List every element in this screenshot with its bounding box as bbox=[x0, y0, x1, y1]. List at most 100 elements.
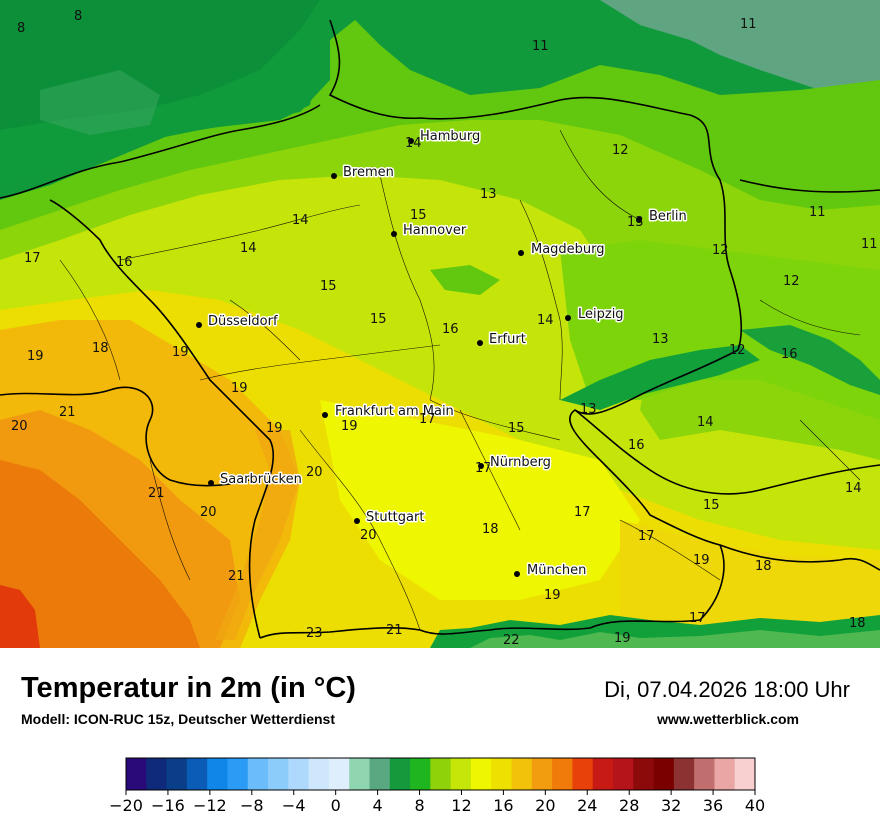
city-saarbruecken: Saarbrücken bbox=[208, 471, 303, 489]
temp-label: 20 bbox=[306, 465, 323, 480]
legend-swatch bbox=[694, 758, 715, 790]
temp-label: 14 bbox=[697, 415, 714, 430]
temp-label: 8 bbox=[74, 9, 82, 24]
temp-label: 15 bbox=[703, 498, 720, 513]
temp-label: 21 bbox=[386, 623, 403, 638]
legend-swatch bbox=[511, 758, 533, 790]
legend-tick-label: 0 bbox=[331, 796, 341, 815]
legend-tick-label: 36 bbox=[703, 796, 723, 815]
legend-swatch bbox=[207, 758, 228, 790]
temp-label: 13 bbox=[652, 332, 669, 347]
harz bbox=[430, 265, 500, 295]
city-dot bbox=[208, 480, 214, 486]
temp-label: 17 bbox=[419, 412, 436, 427]
legend-swatch bbox=[247, 758, 269, 790]
legend-tick-label: 28 bbox=[619, 796, 639, 815]
temp-label: 19 bbox=[266, 421, 283, 436]
legend-tick-label: −8 bbox=[240, 796, 264, 815]
temp-label: 19 bbox=[614, 631, 631, 646]
temp-label: 12 bbox=[712, 243, 729, 258]
color-legend: −20 −16 −12 −8 −4 0 4 8 12 16 20 24 28 32 36 40 bbox=[109, 757, 765, 815]
city-dot bbox=[636, 217, 642, 223]
city-erfurt: Erfurt bbox=[477, 331, 527, 349]
temp-label: 16 bbox=[442, 322, 459, 337]
legend-tick-label: 24 bbox=[577, 796, 597, 815]
temp-label: 19 bbox=[341, 419, 358, 434]
city-hannover: Hannover bbox=[391, 222, 468, 240]
website-link[interactable]: www.wetterblick.com bbox=[657, 711, 799, 727]
city-dot bbox=[478, 463, 484, 469]
north-sea-cool bbox=[40, 70, 160, 135]
temp-label: 20 bbox=[360, 528, 377, 543]
city-duesseldorf: Düsseldorf bbox=[196, 313, 279, 331]
legend-swatch bbox=[288, 758, 310, 790]
city-hamburg: 14 Hamburg bbox=[405, 128, 482, 152]
temp-label: 17 bbox=[574, 505, 591, 520]
city-label: Nürnberg bbox=[490, 455, 551, 470]
city-label: Leipzig bbox=[578, 307, 624, 322]
temp-label: 15 bbox=[320, 279, 337, 294]
temp-label: 17 bbox=[689, 611, 706, 626]
temp-label: 12 bbox=[783, 274, 800, 289]
temp-label: 18 bbox=[482, 522, 499, 537]
city-dot bbox=[565, 315, 571, 321]
city-dot bbox=[322, 412, 328, 418]
temp-label: 20 bbox=[200, 505, 217, 520]
city-dot bbox=[477, 340, 483, 346]
legend-swatch bbox=[166, 758, 188, 790]
legend-swatch bbox=[308, 758, 330, 790]
temp-label: 14 bbox=[845, 481, 862, 496]
temp-label: 18 bbox=[755, 559, 772, 574]
temp-label: 8 bbox=[17, 21, 25, 36]
legend-tick-label: 8 bbox=[414, 796, 424, 815]
city-muenchen: München bbox=[514, 562, 588, 580]
temp-label: 19 bbox=[231, 381, 248, 396]
temp-label: 14 bbox=[240, 241, 257, 256]
city-label: Saarbrücken bbox=[220, 472, 302, 487]
temp-label: 11 bbox=[532, 39, 549, 54]
legend-swatch bbox=[552, 758, 573, 790]
temp-label: 16 bbox=[781, 347, 798, 362]
legend-swatch bbox=[126, 758, 147, 790]
rhine-valley bbox=[215, 430, 300, 640]
legend-swatch bbox=[450, 758, 472, 790]
legend-tick-label: 16 bbox=[493, 796, 513, 815]
city-stuttgart: Stuttgart bbox=[354, 509, 426, 527]
temp-label: 17 bbox=[475, 461, 492, 476]
city-dot bbox=[514, 571, 520, 577]
legend-swatch bbox=[633, 758, 655, 790]
temp-label: 15 bbox=[508, 421, 525, 436]
alps-peaks bbox=[470, 630, 880, 648]
temp-label: 14 bbox=[405, 136, 422, 151]
city-label: Bremen bbox=[343, 165, 394, 180]
legend-tick-label: −4 bbox=[282, 796, 306, 815]
temp-label: 19 bbox=[172, 345, 189, 360]
land-extreme bbox=[0, 585, 40, 648]
legend-swatch bbox=[146, 758, 168, 790]
temp-label: 19 bbox=[27, 349, 44, 364]
temp-label: 19 bbox=[693, 553, 710, 568]
temp-label: 19 bbox=[544, 588, 561, 603]
city-label: Hannover bbox=[403, 223, 467, 238]
city-leipzig: Leipzig bbox=[565, 306, 625, 324]
legend-frame bbox=[125, 757, 756, 791]
temp-label: 16 bbox=[628, 438, 645, 453]
temp-label: 23 bbox=[306, 626, 323, 641]
city-label: Düsseldorf bbox=[208, 314, 278, 329]
city-label: Berlin bbox=[649, 209, 687, 224]
legend-swatch bbox=[491, 758, 513, 790]
city-dot bbox=[391, 231, 397, 237]
temp-label: 18 bbox=[92, 341, 109, 356]
legend-swatch bbox=[612, 758, 634, 790]
legend-swatch bbox=[673, 758, 695, 790]
land-southeast bbox=[620, 520, 880, 648]
temp-label: 11 bbox=[740, 17, 757, 32]
temp-label: 13 bbox=[480, 187, 497, 202]
baltic-sea-far bbox=[600, 0, 880, 90]
legend-swatch bbox=[369, 758, 391, 790]
legend-swatch bbox=[349, 758, 370, 790]
city-label: Stuttgart bbox=[366, 510, 424, 525]
legend-tick-label: 12 bbox=[451, 796, 471, 815]
legend-swatch bbox=[470, 758, 492, 790]
temp-label: 21 bbox=[228, 569, 245, 584]
